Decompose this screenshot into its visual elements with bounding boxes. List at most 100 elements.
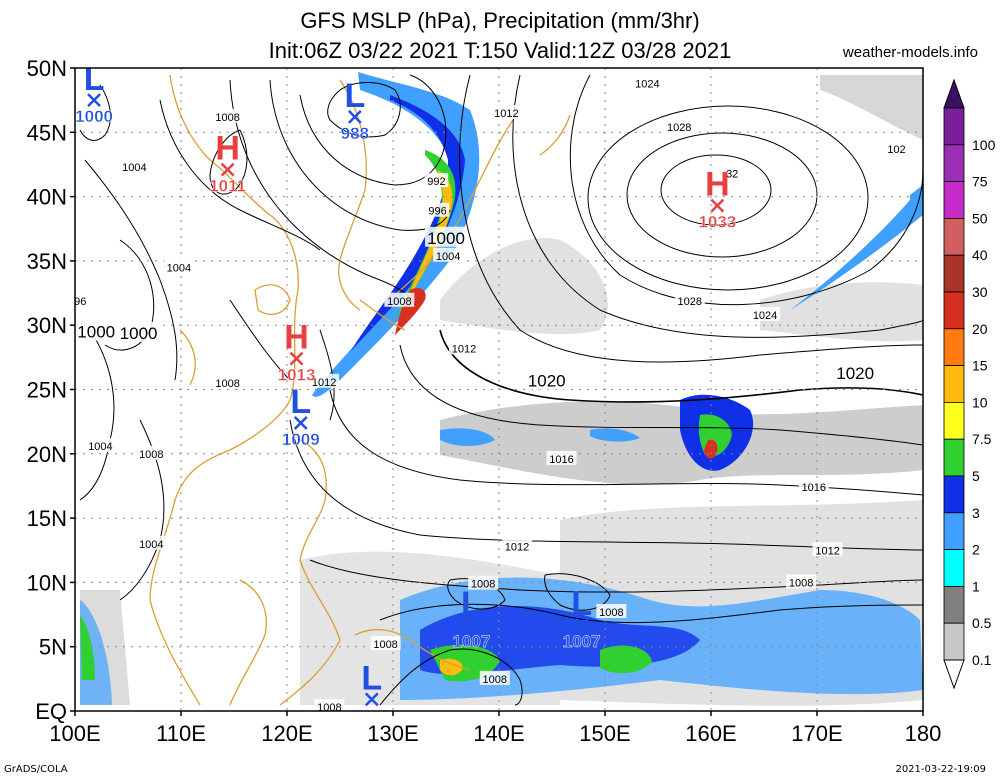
colorbar-bottom-triangle	[943, 659, 965, 690]
isobar-label: 1008	[599, 607, 623, 619]
isobar-label-bg	[424, 173, 449, 188]
title-line-2: Init:06Z 03/22 2021 T:150 Valid:12Z 03/2…	[268, 38, 732, 63]
lat-label: 45N	[27, 120, 67, 145]
center-cross-icon	[364, 692, 379, 707]
isobar-label: 1008	[471, 579, 495, 591]
isobar-label-bg	[75, 292, 89, 307]
system-pressure-value: 1033	[698, 213, 736, 232]
lat-label: 50N	[27, 56, 67, 81]
isobar-label-bg	[212, 375, 243, 390]
system-letter: L	[344, 77, 365, 115]
lat-label: 10N	[27, 570, 67, 595]
colorbar-segment	[943, 291, 965, 330]
colorbar-segment	[943, 217, 965, 256]
isobar-label-bg	[370, 636, 401, 651]
colorbar-label: 20	[972, 321, 988, 337]
isobar-label-bg	[798, 479, 829, 494]
isobar-label-bg	[136, 535, 167, 550]
system-letter: H	[215, 130, 240, 168]
colorbar-label: 5	[972, 468, 980, 484]
isobar-label: 1008	[373, 639, 397, 651]
system-pressure-value: 1013	[278, 366, 316, 385]
low-pressure-marker: L 1007	[353, 659, 391, 725]
system-pressure-value: 1007	[563, 632, 601, 651]
isobar-label-bg	[117, 321, 160, 342]
isobar-label-bg	[425, 202, 450, 217]
colorbar-label: 40	[972, 247, 988, 263]
lat-label: 35N	[27, 249, 67, 274]
system-pressure-value: 1007	[353, 706, 391, 725]
grid-lines	[75, 68, 923, 711]
isobar-label-bg	[546, 450, 577, 465]
isobar-label-bg	[750, 306, 781, 321]
isobar-label: 1008	[215, 112, 239, 124]
colorbar-top-triangle	[943, 78, 965, 109]
isobar-label: 1016	[549, 454, 573, 466]
system-letter: L	[571, 585, 592, 623]
low-pressure-marker: L 1007	[563, 585, 601, 651]
lon-label: 140E	[473, 721, 524, 746]
site-label: weather-models.info	[842, 44, 978, 61]
colorbar-segment	[943, 365, 965, 403]
title-line-1: GFS MSLP (hPa), Precipitation (mm/3hr)	[300, 8, 700, 33]
credit-label: GrADS/COLA	[4, 764, 68, 775]
isobar-label: 1008	[139, 449, 163, 461]
isobar-label: 1004	[436, 251, 460, 263]
isobar-label-bg	[449, 340, 480, 355]
lon-label: 100E	[49, 721, 100, 746]
isobar-label: 1004	[122, 162, 146, 174]
colorbar-label: 30	[972, 284, 988, 300]
isobar-label-bg	[884, 141, 909, 156]
lat-label: 30N	[27, 313, 67, 338]
isobar-label: 1008	[387, 296, 411, 308]
isobar-label-bg	[525, 369, 568, 390]
isobar-label: 1008	[215, 378, 239, 390]
colorbar-segment	[943, 401, 965, 440]
isobar-label-bg	[596, 603, 627, 618]
colorbar-label: 0.5	[972, 615, 992, 631]
low-pressure-marker: L 1009	[282, 383, 320, 449]
isobar-label-bg	[674, 292, 705, 307]
colorbar-segment	[943, 107, 965, 146]
isobar-label: 1028	[678, 296, 702, 308]
lon-label: 180	[905, 721, 942, 746]
center-cross-icon	[87, 93, 101, 108]
isobar-label: 1012	[452, 343, 476, 355]
lat-label: 40N	[27, 185, 67, 210]
system-letter: L	[290, 383, 311, 421]
lat-label: 20N	[27, 442, 67, 467]
map-content: 1024 1012 1028 102 1008 1004 992 996 1000 1004 100…	[75, 68, 923, 725]
tropical-precip	[80, 394, 923, 705]
system-pressure-value: 1009	[282, 430, 320, 449]
colorbar-segment	[943, 144, 965, 183]
isobar-label-bg	[384, 292, 415, 307]
isobar-label-bg	[723, 165, 741, 180]
isobar-label: 1000	[120, 324, 158, 343]
isobar-label-bg	[812, 542, 843, 557]
isobar-label-bg	[786, 574, 817, 589]
colorbar-segment	[943, 438, 965, 477]
colorbar-segment	[943, 475, 965, 514]
isobar-label-bg	[136, 445, 167, 460]
isobar-label-bg	[468, 575, 499, 590]
system-letter: L	[361, 659, 382, 697]
isobar-label-bg	[425, 226, 467, 247]
colorbar-label: 15	[972, 358, 988, 374]
isobar-label-bg	[491, 105, 522, 120]
lon-label: 160E	[685, 721, 736, 746]
isobar-label: 1012	[505, 541, 529, 553]
lon-label: 170E	[791, 721, 842, 746]
low-pressure-marker: L 1007	[452, 585, 490, 651]
system-letter: H	[705, 166, 730, 204]
isobar-label: 1016	[802, 482, 826, 494]
isobar-label: 1012	[312, 377, 336, 389]
isobar-label: 1024	[753, 310, 777, 322]
colorbar-segment	[943, 622, 965, 661]
lat-label: 5N	[39, 635, 67, 660]
timestamp-label: 2021-03-22-19:09	[895, 764, 986, 775]
lon-label: 120E	[261, 721, 312, 746]
system-pressure-value: 988	[341, 124, 369, 143]
